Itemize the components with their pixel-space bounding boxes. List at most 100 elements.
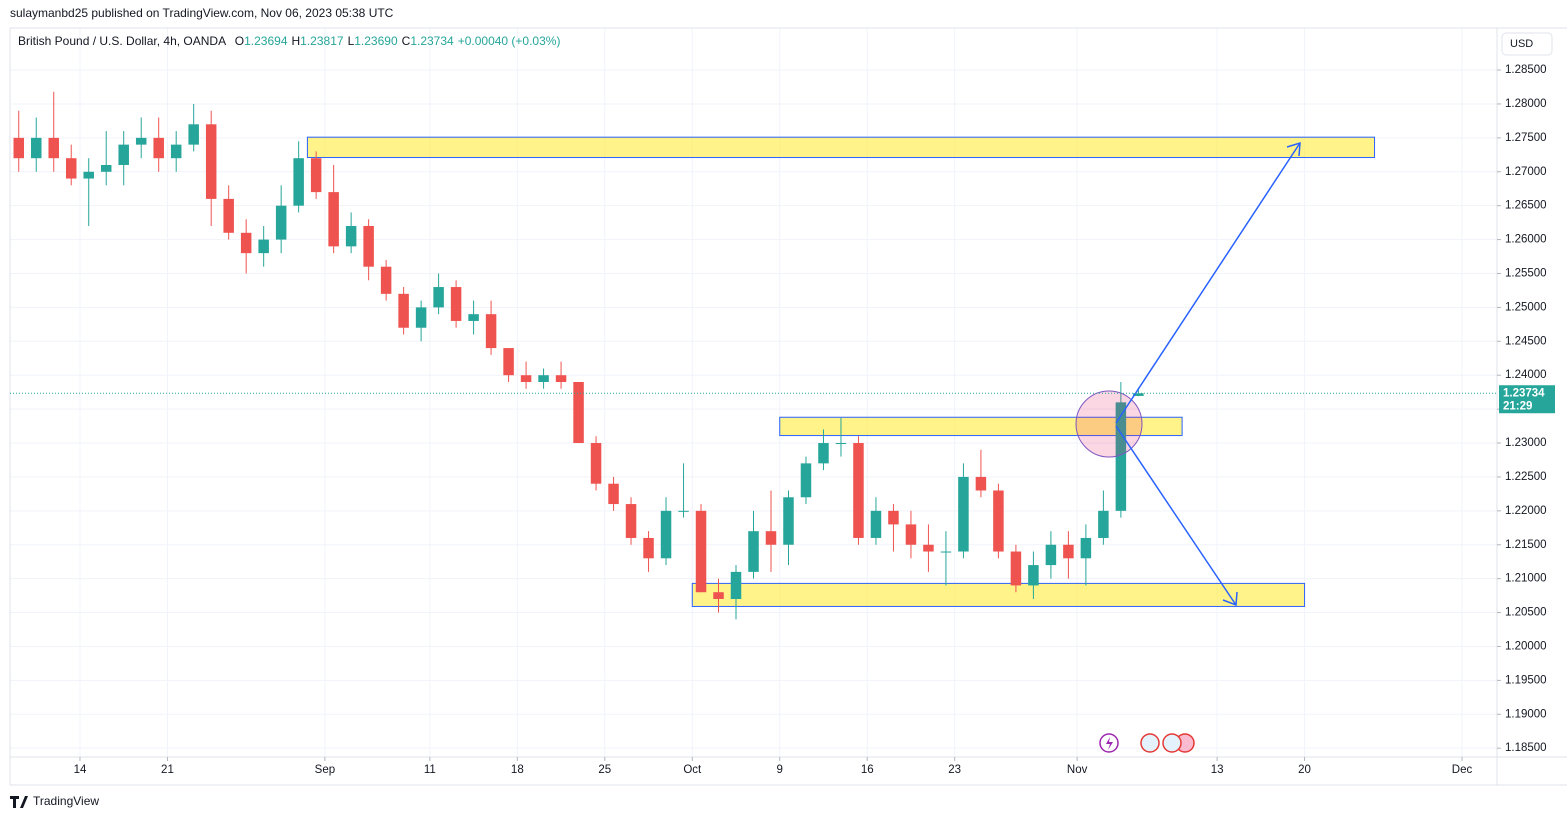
ohlc-value: 1.23734: [410, 34, 454, 48]
currency-label: USD: [1510, 38, 1533, 50]
symbol-legend: British Pound / U.S. Dollar, 4h, OANDA O…: [18, 34, 560, 48]
y-tick-label: 1.25000: [1505, 301, 1547, 313]
arrow-down-head: [1222, 591, 1238, 607]
candle-body: [468, 314, 479, 321]
zone: [306, 136, 1376, 159]
event-icon[interactable]: [1140, 733, 1160, 753]
y-tick-label: 1.27000: [1505, 166, 1547, 178]
ohlc-key: O: [235, 34, 244, 48]
ohlc-key: L: [348, 34, 355, 48]
x-tick-label: 20: [1298, 764, 1311, 776]
axis-layer: 1.18500 1.19000 1.19500 1.20000 1.20500 1.210…: [10, 64, 1555, 776]
candle-body: [223, 198, 234, 233]
candle-body: [345, 226, 357, 247]
candle-body: [660, 510, 672, 559]
x-tick-label: Sep: [315, 764, 335, 776]
ohlc-key: H: [292, 34, 301, 48]
y-tick-label: 1.28000: [1505, 98, 1547, 110]
y-tick-label: 1.18500: [1505, 742, 1547, 754]
candle-body: [923, 544, 934, 552]
candle-body: [818, 443, 829, 464]
x-tick-label: 25: [598, 764, 611, 776]
arrow-down: [1115, 425, 1237, 606]
ohlc-value: 1.23694: [244, 34, 288, 48]
candle-body: [730, 571, 742, 599]
candle-body: [1063, 544, 1074, 559]
candle-body: [783, 497, 794, 545]
candle-body: [695, 510, 707, 593]
candle-body: [800, 463, 812, 498]
y-tick-label: 1.21500: [1505, 539, 1547, 551]
candle-body: [380, 266, 392, 294]
symbol: British Pound / U.S. Dollar, 4h, OANDA: [18, 34, 226, 48]
candle-body: [205, 124, 217, 199]
candle-body: [170, 144, 182, 159]
y-tick-label: 1.26500: [1505, 200, 1547, 212]
candle-body: [1133, 393, 1144, 396]
brand-logo: [10, 796, 28, 808]
y-tick-label: 1.26000: [1505, 234, 1547, 246]
candle-body: [83, 171, 94, 179]
candle-body: [240, 232, 252, 254]
event-icon[interactable]: [1162, 733, 1182, 753]
currency-button[interactable]: [1501, 32, 1553, 56]
y-tick-label: 1.27500: [1505, 132, 1547, 144]
candle-body: [958, 476, 969, 552]
candle-body: [65, 158, 77, 179]
y-tick-label: 1.24000: [1505, 369, 1547, 381]
candle-body: [713, 592, 724, 599]
highlight-circle: [1075, 390, 1143, 458]
candle-body: [415, 307, 427, 328]
candle-body: [118, 144, 129, 165]
candle-body: [1080, 537, 1092, 559]
candle-body: [275, 205, 287, 240]
candle-body: [940, 551, 952, 553]
candle-body: [433, 287, 444, 308]
change: +0.00040 (+0.03%): [458, 34, 561, 48]
ohlc-value: 1.23817: [300, 34, 344, 48]
candle-body: [905, 524, 917, 545]
x-tick-label: Dec: [1452, 764, 1473, 776]
candle-body: [30, 137, 42, 159]
candle-body: [135, 137, 147, 145]
y-tick-label: 1.24500: [1505, 335, 1547, 347]
y-tick-label: 1.21000: [1505, 573, 1547, 585]
publisher: sulaymanbd25 published on TradingView.co…: [10, 6, 394, 20]
candle-body: [48, 137, 59, 159]
candle-body: [1028, 565, 1039, 586]
last-price-label: 1.23734: [1503, 387, 1545, 399]
candle-body: [643, 537, 654, 559]
candle-body: [328, 192, 339, 247]
x-tick-label: 11: [424, 764, 436, 776]
candle-body: [1115, 402, 1127, 511]
zone-layer: [306, 136, 1376, 607]
ohlc-value: 1.23690: [354, 34, 398, 48]
candle-body: [765, 531, 777, 545]
candle-body: [520, 375, 532, 382]
candle-layer: [13, 91, 1144, 620]
candle-body: [258, 239, 269, 254]
y-tick-label: 1.25500: [1505, 268, 1547, 280]
candle-body: [1045, 544, 1057, 566]
candle-body: [398, 293, 409, 328]
candle-body: [538, 375, 549, 382]
candle-body: [853, 443, 864, 538]
candle-body: [993, 490, 1004, 552]
y-tick-label: 1.19500: [1505, 674, 1547, 686]
x-tick-label: 14: [74, 764, 87, 776]
candle-body: [450, 287, 462, 321]
x-tick-label: Oct: [683, 764, 702, 776]
x-tick-label: 16: [861, 764, 874, 776]
candle-body: [13, 137, 24, 159]
zone: [691, 582, 1306, 607]
y-tick-label: 1.22000: [1505, 505, 1547, 517]
candle-body: [1098, 510, 1109, 538]
arrow-up: [1115, 142, 1301, 424]
x-tick-label: Nov: [1067, 764, 1088, 776]
candle-body: [835, 443, 847, 445]
ohlc-key: C: [402, 34, 411, 48]
x-tick-label: 23: [948, 764, 961, 776]
y-tick-label: 1.23000: [1505, 437, 1547, 449]
x-tick-label: 18: [511, 764, 524, 776]
arrow-up-head: [1286, 141, 1301, 157]
